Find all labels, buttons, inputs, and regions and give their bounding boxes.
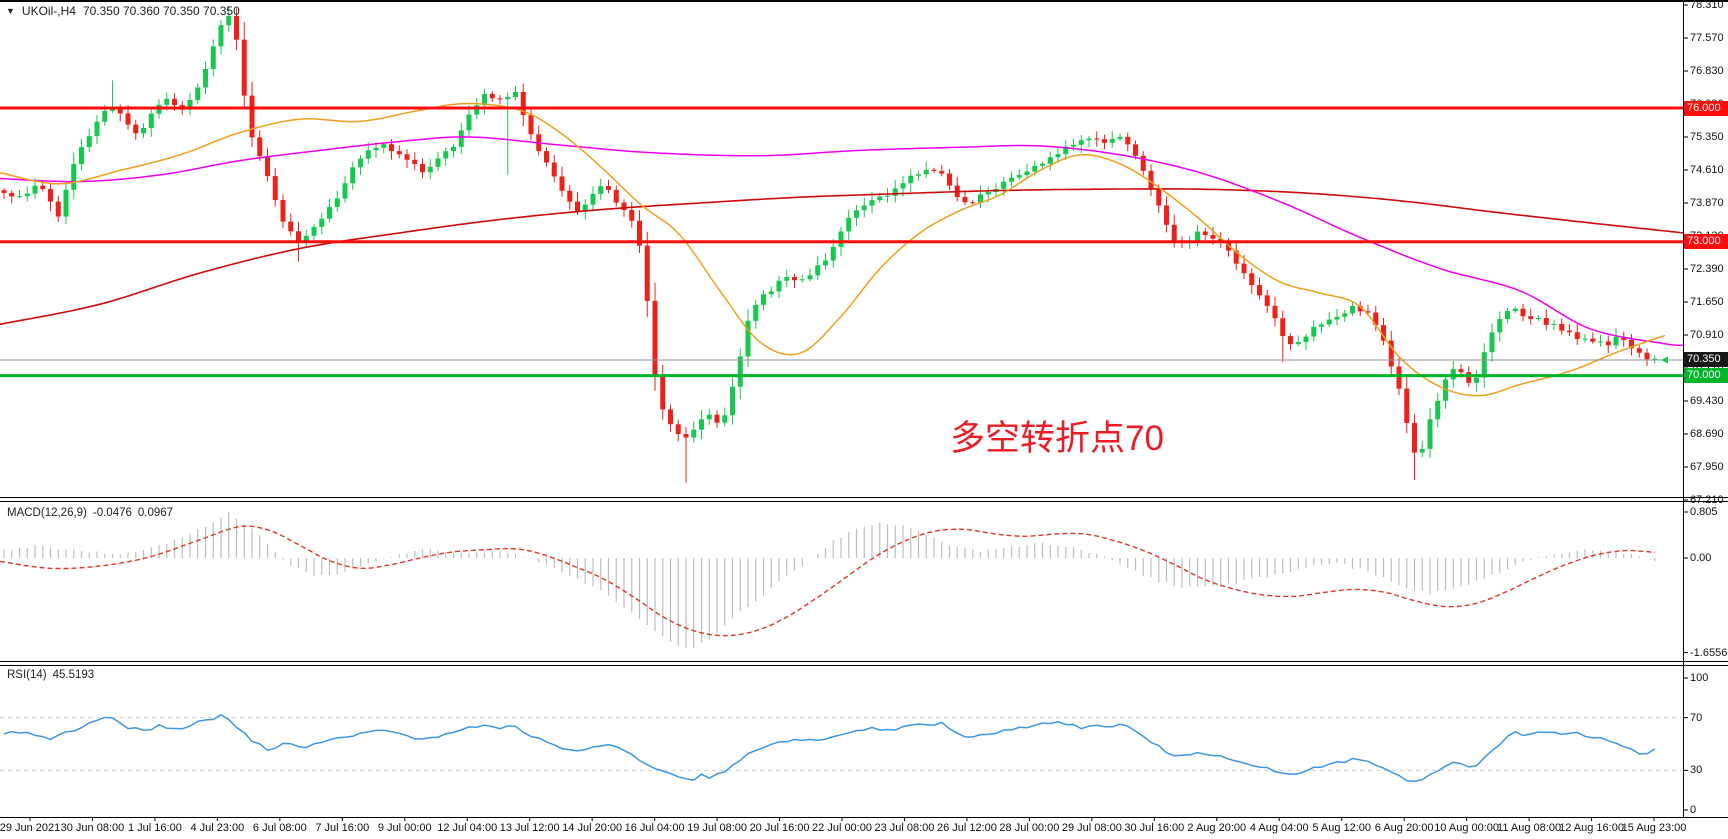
macd-name: MACD(12,26,9) xyxy=(7,507,87,519)
time-tick-label: 14 Jul 20:00 xyxy=(562,822,623,834)
rsi-value: 45.5193 xyxy=(52,669,95,681)
rsi-tick-label: 0 xyxy=(1690,804,1697,816)
macd-histogram xyxy=(3,511,1656,648)
rsi-line xyxy=(3,713,1656,783)
time-tick-label: 28 Jul 00:00 xyxy=(999,822,1060,834)
top-border xyxy=(0,0,1728,2)
price-tag-70.350: 70.350 xyxy=(1684,352,1728,368)
last-price-arrow-icon xyxy=(1661,356,1668,364)
macd-rsi-separator-1[interactable] xyxy=(0,661,1728,662)
time-tick-label: 4 Jul 23:00 xyxy=(190,822,245,834)
time-tick-label: 30 Jul 16:00 xyxy=(1124,822,1185,834)
mid-ma-line xyxy=(0,136,1684,347)
macd-tick-label: 0.805 xyxy=(1690,506,1718,518)
main-macd-separator-1[interactable] xyxy=(0,497,1728,498)
time-tick-label: 13 Jul 12:00 xyxy=(499,822,560,834)
time-tick-label: 1 Jul 16:00 xyxy=(128,822,182,834)
symbol-period-label: UKOil-,H4 xyxy=(21,4,76,18)
price-tick-label: 67.950 xyxy=(1690,461,1724,473)
macd-value-signal: 0.0967 xyxy=(137,507,174,519)
macd-indicator-label: MACD(12,26,9) -0.0476 0.0967 xyxy=(7,507,173,519)
price-tick-label: 78.310 xyxy=(1690,0,1724,11)
price-tick-label: 69.430 xyxy=(1690,395,1724,407)
collapse-chevron-icon[interactable]: ▼ xyxy=(6,6,15,16)
time-tick-label: 4 Aug 04:00 xyxy=(1249,822,1309,834)
time-tick-label: 6 Jul 08:00 xyxy=(252,822,307,834)
time-tick-label: 12 Jul 04:00 xyxy=(437,822,498,834)
time-tick-label: 30 Jun 08:00 xyxy=(60,822,125,834)
price-tick-label: 68.690 xyxy=(1690,428,1724,440)
time-tick-label: 29 Jul 08:00 xyxy=(1061,822,1122,834)
symbol-header: ▼ UKOil-,H4 70.350 70.360 70.350 70.350 xyxy=(6,4,240,18)
macd-signal-line xyxy=(0,525,1656,637)
price-tick-label: 70.910 xyxy=(1690,329,1724,341)
time-tick-label: 2 Aug 20:00 xyxy=(1187,822,1247,834)
time-tick-label: 20 Jul 16:00 xyxy=(749,822,810,834)
time-tick-label: 7 Jul 16:00 xyxy=(315,822,370,834)
price-tag-73.000: 73.000 xyxy=(1684,234,1728,250)
price-tick-label: 71.650 xyxy=(1690,296,1724,308)
fast-ma-line xyxy=(0,102,1666,397)
price-tick-label: 75.350 xyxy=(1690,131,1724,143)
macd-rsi-separator-2[interactable] xyxy=(0,665,1728,666)
time-tick-label: 26 Jul 12:00 xyxy=(936,822,997,834)
price-tick-label: 72.390 xyxy=(1690,263,1724,275)
macd-tick-label: -1.6556 xyxy=(1690,646,1728,659)
price-tag-70.000: 70.000 xyxy=(1684,368,1728,384)
time-tick-label: 22 Jul 00:00 xyxy=(812,822,872,834)
time-tick-label: 15 Aug 23:00 xyxy=(1621,822,1687,834)
slow-ma-line xyxy=(0,188,1684,326)
price-tick-label: 77.570 xyxy=(1690,32,1724,44)
price-tick-label: 76.830 xyxy=(1690,65,1724,77)
time-tick-label: 10 Aug 00:00 xyxy=(1434,822,1500,834)
annotation-text[interactable]: 多空转折点70 xyxy=(950,419,1164,458)
price-tick-label: 73.870 xyxy=(1690,197,1724,209)
time-tick-label: 11 Aug 08:00 xyxy=(1497,822,1562,834)
macd-value-main: -0.0476 xyxy=(92,507,132,519)
macd-tick-label: 0.00 xyxy=(1690,551,1712,564)
price-tag-76.000: 76.000 xyxy=(1684,100,1728,116)
price-tick-label: 74.610 xyxy=(1690,164,1724,176)
time-tick-label: 19 Jul 08:00 xyxy=(687,822,748,834)
time-tick-label: 5 Aug 12:00 xyxy=(1312,822,1372,834)
rsi-tick-label: 100 xyxy=(1690,672,1709,684)
price-axis-border xyxy=(1683,0,1684,817)
time-tick-label: 16 Jul 04:00 xyxy=(624,822,685,834)
time-axis-separator xyxy=(0,817,1728,818)
main-macd-separator-2[interactable] xyxy=(0,501,1728,502)
time-tick-label: 29 Jun 2021 xyxy=(0,822,61,834)
time-tick-label: 9 Jul 00:00 xyxy=(377,822,432,834)
rsi-indicator-label: RSI(14) 45.5193 xyxy=(7,669,94,681)
rsi-tick-label: 70 xyxy=(1690,711,1703,724)
price-tick-label: 67.210 xyxy=(1690,494,1724,506)
ohlc-values: 70.350 70.360 70.350 70.350 xyxy=(82,4,240,18)
rsi-name: RSI(14) xyxy=(7,669,47,681)
time-tick-label: 23 Jul 08:00 xyxy=(874,822,935,834)
rsi-tick-label: 30 xyxy=(1690,764,1703,777)
candles-series xyxy=(1,5,1658,483)
time-tick-label: 12 Aug 16:00 xyxy=(1559,822,1624,834)
time-tick-label: 6 Aug 20:00 xyxy=(1374,822,1434,834)
